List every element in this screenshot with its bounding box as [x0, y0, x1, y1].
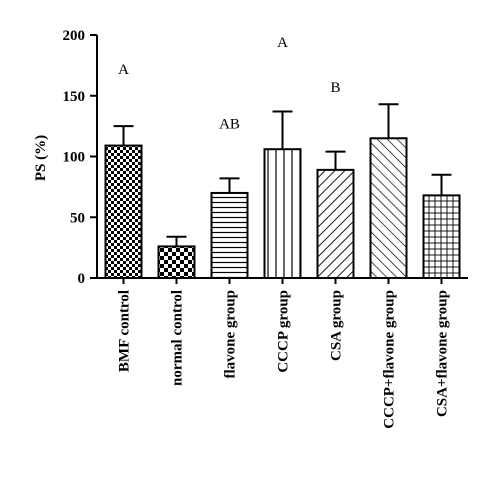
bar — [369, 137, 408, 279]
y-axis: 0 50 100 150 200 — [63, 28, 98, 287]
bar — [104, 144, 143, 279]
y-tick-label: 0 — [78, 271, 86, 287]
x-tick-label: CSA group — [329, 290, 345, 361]
bar — [157, 245, 196, 280]
x-axis: BMF control normal control flavone group CC… — [97, 277, 468, 429]
y-axis-title: PS (%) — [33, 135, 49, 181]
significance-letter: AB — [219, 117, 240, 133]
y-tick-label: 50 — [70, 210, 85, 226]
bar — [422, 194, 461, 280]
y-tick-label: 200 — [63, 28, 86, 44]
bar — [316, 168, 355, 280]
x-tick-label: normal control — [170, 290, 186, 386]
x-tick-label: CCCP group — [276, 290, 292, 373]
y-tick-label: 100 — [63, 150, 86, 166]
significance-letter: B — [330, 80, 340, 96]
bar — [263, 148, 302, 279]
y-tick-label: 150 — [63, 89, 86, 105]
x-tick-label: flavone group — [223, 290, 239, 378]
x-tick-label: BMF control — [117, 290, 133, 372]
bars-group — [104, 103, 461, 280]
x-tick-label: CCCP+flavone group — [382, 290, 398, 429]
significance-letter: A — [118, 62, 129, 78]
significance-letter: A — [277, 35, 288, 51]
bar — [210, 191, 249, 279]
x-tick-label: CSA+flavone group — [435, 290, 451, 417]
